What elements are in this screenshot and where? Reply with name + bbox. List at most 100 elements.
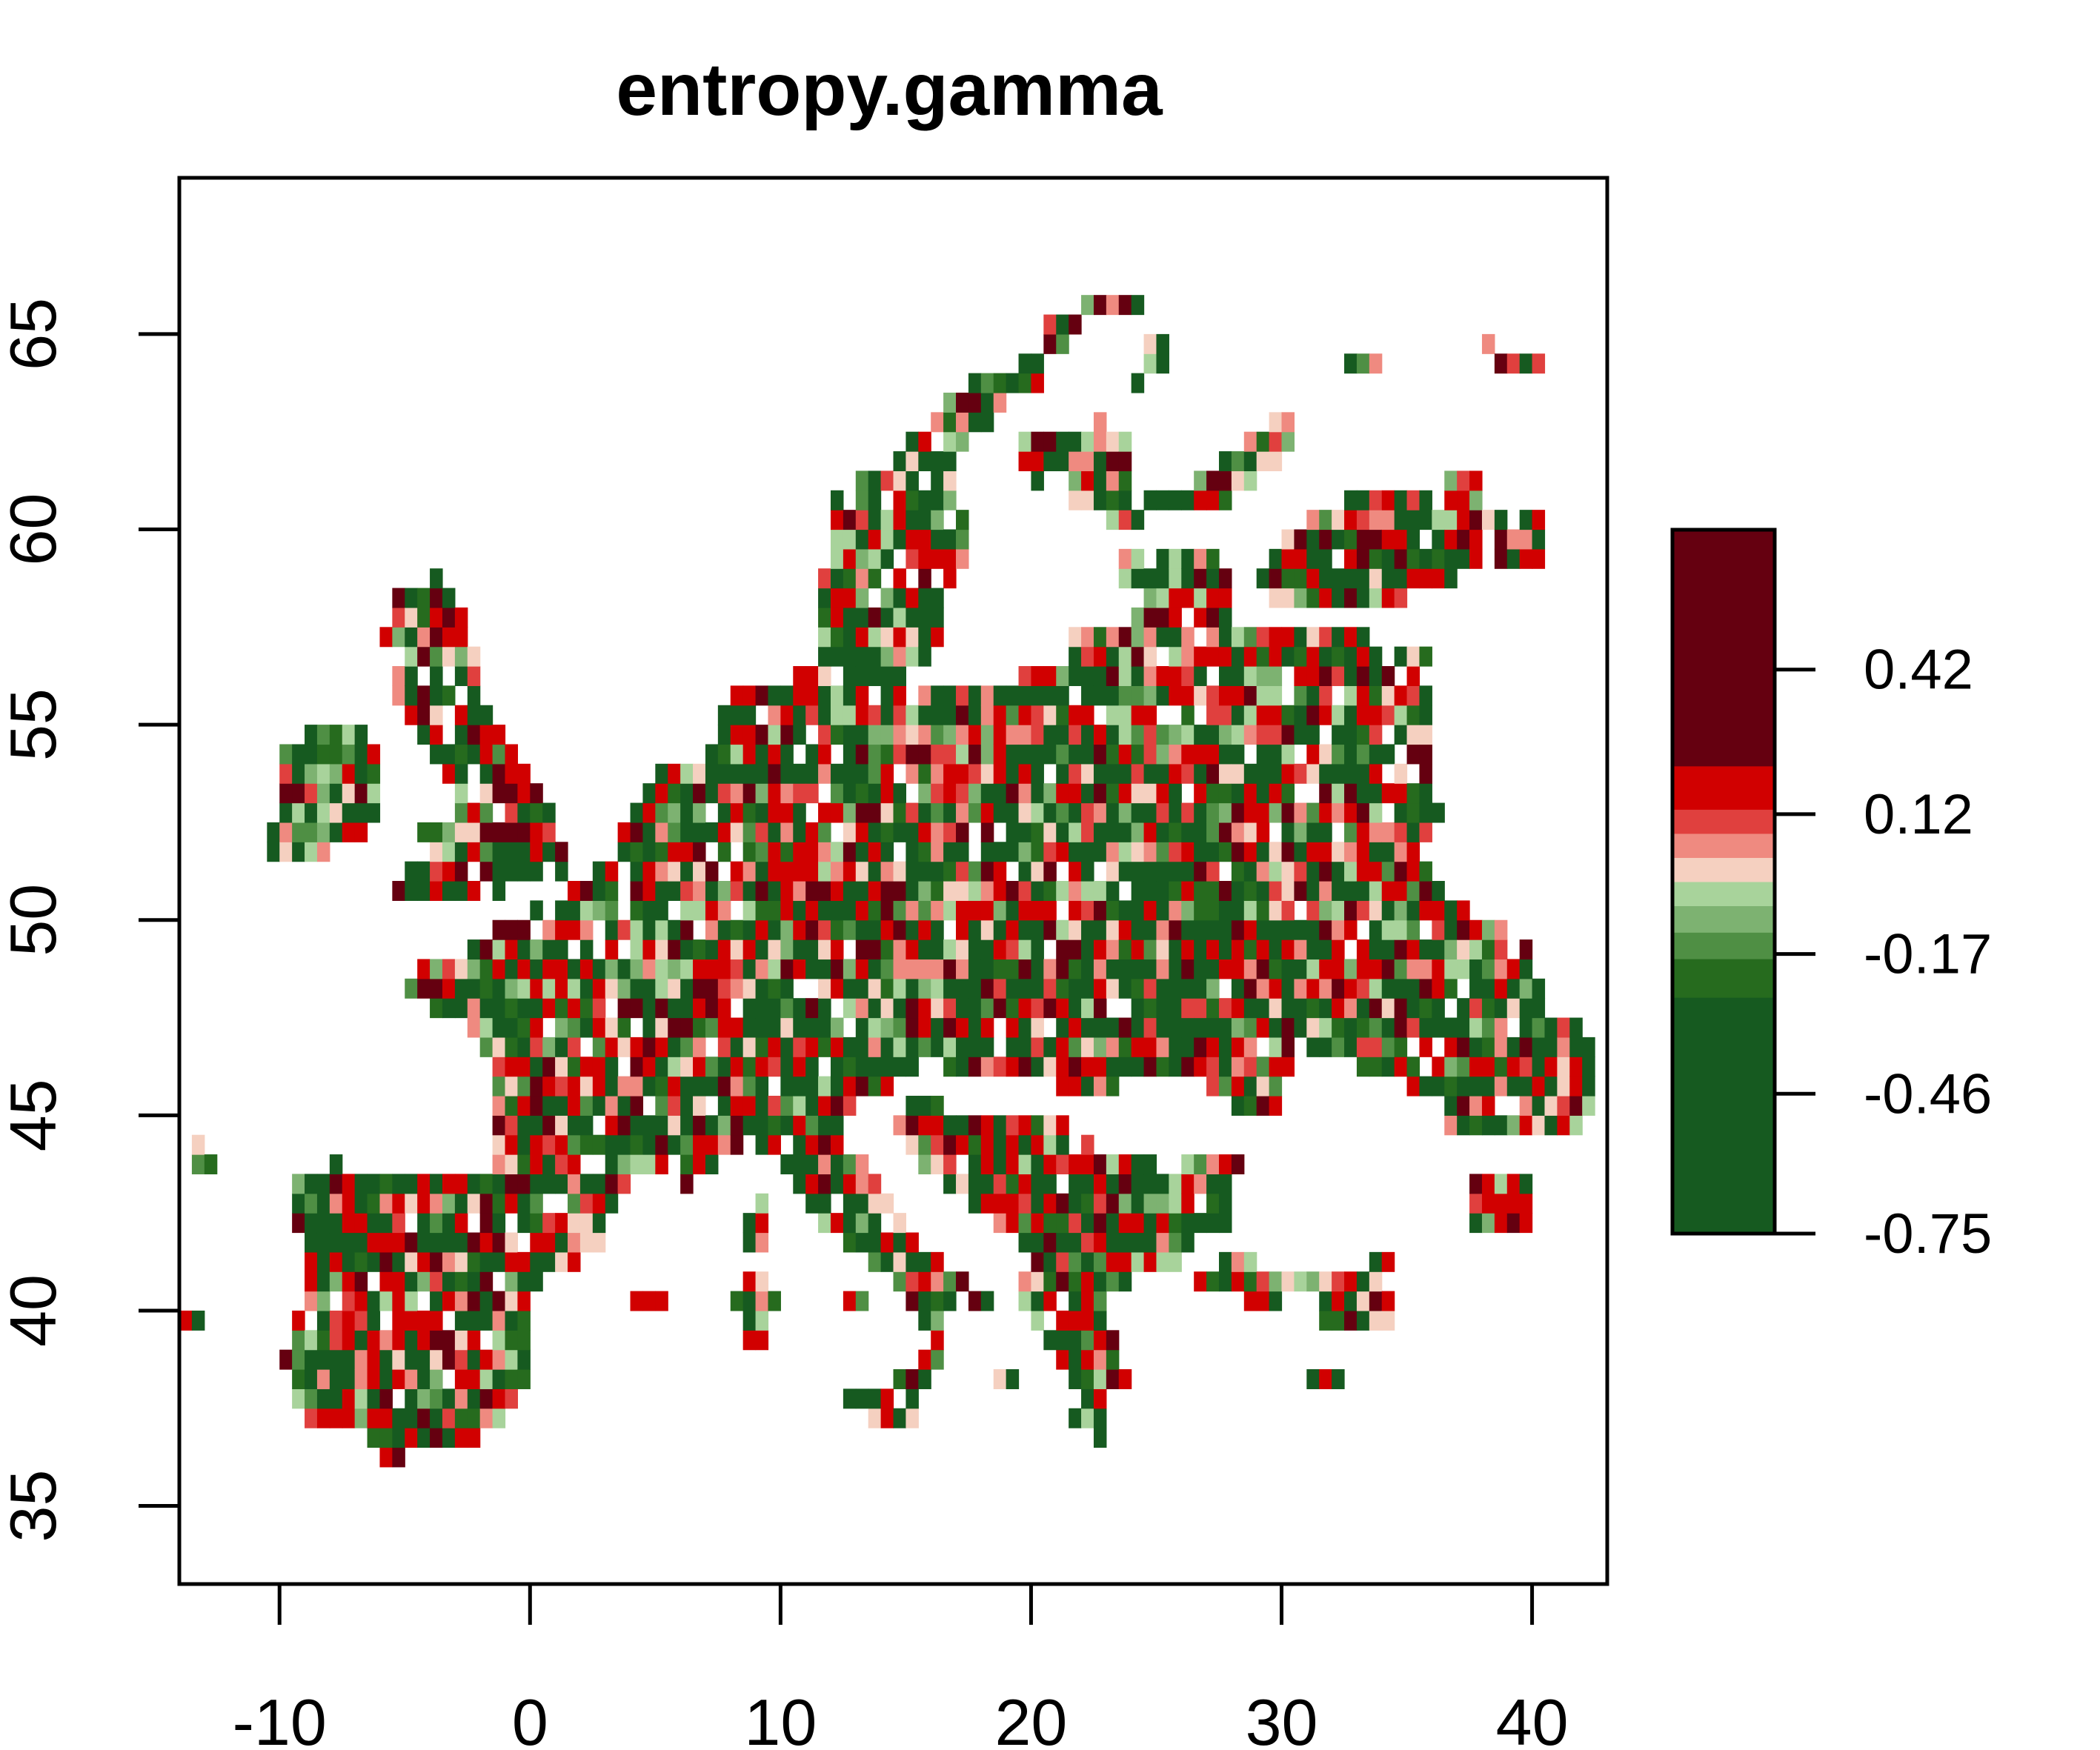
heatmap-cell <box>943 881 957 901</box>
heatmap-cell <box>305 1193 318 1214</box>
heatmap-cell <box>918 1369 931 1389</box>
heatmap-cell <box>943 685 957 706</box>
heatmap-cell <box>1218 1154 1232 1175</box>
heatmap-cell <box>1069 881 1082 901</box>
heatmap-cell <box>1481 1193 1495 1214</box>
heatmap-cell <box>1506 1076 1521 1097</box>
heatmap-cell <box>868 1037 882 1057</box>
heatmap-cell <box>1256 783 1270 804</box>
heatmap-cell <box>467 1408 481 1428</box>
heatmap-cell <box>793 1095 806 1116</box>
heatmap-cell <box>505 861 518 882</box>
heatmap-cell <box>1406 744 1421 765</box>
heatmap-cell <box>579 1115 594 1136</box>
heatmap-cell <box>993 783 1007 804</box>
heatmap-cell <box>943 1115 957 1136</box>
heatmap-cell <box>1281 881 1295 901</box>
heatmap-cell <box>467 1193 481 1214</box>
heatmap-cell <box>342 1193 356 1214</box>
heatmap-cell <box>968 919 982 940</box>
heatmap-cell <box>1081 1408 1094 1428</box>
heatmap-cell <box>430 1251 443 1272</box>
heatmap-cell <box>993 1369 1007 1389</box>
heatmap-cell <box>1369 666 1383 686</box>
heatmap-cell <box>855 1213 869 1234</box>
heatmap-cell <box>1069 490 1082 510</box>
heatmap-cell <box>542 978 556 999</box>
heatmap-cell <box>579 978 594 999</box>
heatmap-cell <box>1444 1037 1458 1057</box>
heatmap-cell <box>316 1388 330 1409</box>
heatmap-cell <box>655 822 668 842</box>
heatmap-cell <box>517 763 531 784</box>
heatmap-cell <box>1356 1291 1370 1311</box>
heatmap-cell <box>1143 333 1157 354</box>
heatmap-cell <box>1319 919 1332 940</box>
heatmap-cell <box>642 842 656 862</box>
heatmap-cell <box>993 1134 1007 1155</box>
heatmap-cell <box>1231 978 1245 999</box>
heatmap-cell <box>1031 1037 1044 1057</box>
heatmap-cell <box>1069 959 1082 979</box>
heatmap-cell <box>1106 919 1120 940</box>
heatmap-cell <box>1269 588 1283 608</box>
heatmap-cell <box>755 1076 769 1097</box>
heatmap-cell <box>730 1134 744 1155</box>
heatmap-cell <box>1243 802 1257 823</box>
heatmap-cell <box>893 1057 906 1077</box>
heatmap-cell <box>367 802 381 823</box>
heatmap-cell <box>1432 1076 1445 1097</box>
heatmap-cell <box>479 1174 494 1194</box>
heatmap-cell <box>730 802 744 823</box>
heatmap-cell <box>1406 978 1421 999</box>
heatmap-cell <box>1131 685 1145 706</box>
legend-swatch <box>1672 959 1775 998</box>
heatmap-cell <box>1519 1115 1533 1136</box>
heatmap-cell <box>730 1095 744 1116</box>
heatmap-cell <box>1106 1193 1120 1214</box>
heatmap-cell <box>693 978 706 999</box>
heatmap-cell <box>931 998 944 1019</box>
heatmap-cell <box>830 900 844 921</box>
heatmap-cell <box>1494 353 1508 374</box>
heatmap-cell <box>880 959 894 979</box>
heatmap-cell <box>1131 822 1145 842</box>
heatmap-cell <box>630 1134 644 1155</box>
heatmap-cell <box>1018 705 1032 725</box>
heatmap-cell <box>1356 959 1370 979</box>
heatmap-cell <box>1256 842 1270 862</box>
heatmap-cell <box>305 1251 318 1272</box>
heatmap-cell <box>467 842 481 862</box>
heatmap-cell <box>454 1213 468 1234</box>
heatmap-cell <box>1043 725 1057 745</box>
heatmap-cell <box>1306 705 1320 725</box>
heatmap-cell <box>1269 783 1283 804</box>
heatmap-cell <box>1056 802 1069 823</box>
heatmap-cell <box>1118 1369 1132 1389</box>
heatmap-cell <box>405 646 418 667</box>
heatmap-cell <box>931 1134 944 1155</box>
heatmap-cell <box>906 802 919 823</box>
heatmap-cell <box>479 1017 494 1038</box>
heatmap-cell <box>1444 919 1458 940</box>
heatmap-cell <box>1081 725 1094 745</box>
heatmap-cell <box>1406 490 1421 510</box>
heatmap-cell <box>680 1017 694 1038</box>
heatmap-cell <box>1457 548 1470 569</box>
heatmap-cell <box>1557 1076 1570 1097</box>
heatmap-cell <box>1194 881 1207 901</box>
heatmap-cell <box>818 1037 831 1057</box>
heatmap-cell <box>1093 959 1107 979</box>
heatmap-cell <box>1306 1037 1320 1057</box>
heatmap-cell <box>1406 822 1421 842</box>
heatmap-cell <box>1081 1174 1094 1194</box>
heatmap-cell <box>818 939 831 960</box>
heatmap-cell <box>1218 1174 1232 1194</box>
heatmap-cell <box>1332 802 1345 823</box>
heatmap-cell <box>1118 705 1132 725</box>
heatmap-cell <box>1206 1213 1220 1234</box>
heatmap-cell <box>1081 919 1094 940</box>
heatmap-cell <box>893 588 906 608</box>
heatmap-cell <box>1256 627 1270 648</box>
heatmap-cell <box>392 685 405 706</box>
